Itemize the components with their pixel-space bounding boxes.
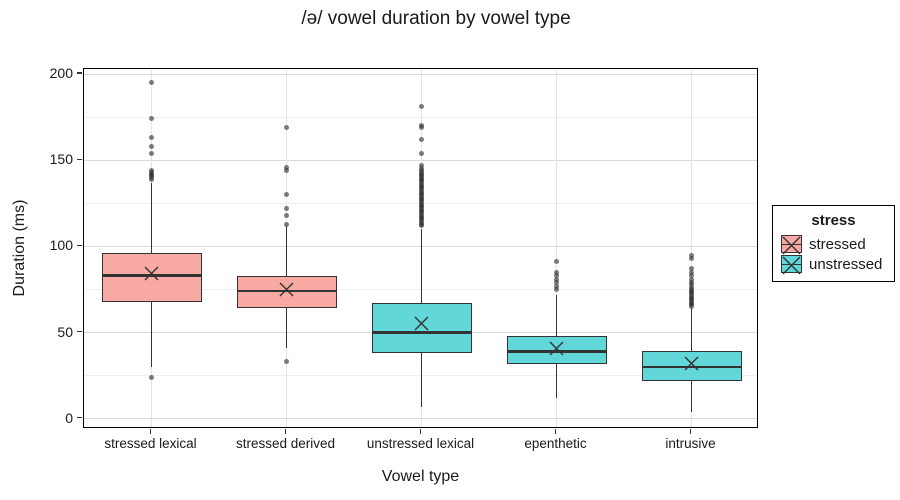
legend-item: stressed [773, 234, 894, 255]
legend: stress stressed unstressed [772, 205, 895, 282]
outlier-dot [284, 192, 289, 198]
gridline-major [84, 245, 757, 247]
y-tick-label: 50 [57, 323, 73, 340]
legend-items: stressed unstressed [773, 234, 894, 275]
x-axis-title: Vowel type [381, 468, 460, 485]
outlier-dot [419, 223, 424, 229]
outlier-dot [689, 269, 694, 275]
outlier-dot [689, 266, 694, 272]
outlier-dot [284, 221, 289, 227]
y-tick-mark [77, 158, 82, 161]
y-tick-mark [77, 244, 82, 247]
gridline-major [84, 418, 757, 420]
x-tick-mark [284, 429, 287, 434]
gridline-major [84, 159, 757, 161]
box-unstressed [506, 335, 607, 364]
outlier-dot [419, 125, 424, 131]
legend-item-label: unstressed [809, 255, 883, 273]
outlier-dot [284, 125, 289, 131]
x-tick-label: stressed derived [235, 436, 336, 451]
legend-item: unstressed [773, 254, 894, 275]
box-unstressed [371, 303, 472, 354]
outlier-dot [554, 276, 559, 282]
outlier-dot [554, 269, 559, 275]
outlier-dot [554, 280, 559, 286]
outlier-dot [689, 304, 694, 310]
x-tick-mark [689, 429, 692, 434]
outlier-dot [554, 283, 559, 289]
gridline-minor [84, 288, 757, 290]
outlier-dot [419, 150, 424, 156]
mean-x-marker [684, 356, 699, 376]
outlier-dot [689, 252, 694, 258]
outlier-dot [419, 162, 424, 168]
outlier-dot [284, 212, 289, 218]
outlier-dot [554, 273, 559, 279]
median-line [236, 289, 337, 293]
mean-x-marker [144, 266, 159, 286]
x-tick-mark [554, 429, 557, 434]
outlier-dot [689, 276, 694, 282]
outlier-dot [149, 150, 154, 156]
outlier-dot [284, 206, 289, 212]
median-line [506, 350, 607, 353]
y-tick-mark [77, 72, 82, 74]
outlier-dot [284, 164, 289, 170]
outlier-dot [149, 374, 154, 380]
median-line [371, 331, 472, 334]
outlier-dot [689, 281, 694, 287]
outlier-dot [149, 80, 154, 86]
outlier-dot [149, 176, 154, 182]
x-tick-mark [419, 429, 422, 434]
gridline-vertical [691, 69, 692, 427]
x-tick-label: unstressed lexical [366, 436, 475, 451]
mean-x-marker [279, 282, 294, 302]
outlier-dot [284, 359, 289, 365]
y-axis-title: Duration (ms) [11, 199, 28, 297]
outlier-dot [419, 137, 424, 143]
outlier-dot [284, 168, 289, 174]
x-tick-label: epenthetic [524, 436, 587, 451]
box-stressed [101, 253, 202, 302]
x-tick-label: intrusive [665, 436, 716, 451]
outlier-dot [689, 255, 694, 261]
legend-key-boxplot [781, 255, 802, 275]
y-tick-label: 150 [49, 151, 73, 168]
median-line [101, 274, 202, 277]
legend-key-median-line [782, 244, 801, 245]
outlier-dot [689, 273, 694, 279]
gridline-vertical [556, 69, 557, 427]
legend-item-label: stressed [809, 235, 866, 253]
mean-x-marker [549, 341, 564, 361]
gridline-minor [84, 375, 757, 377]
median-line [641, 365, 742, 369]
outlier-dot [419, 104, 424, 110]
y-tick-mark [77, 416, 82, 419]
y-tick-label: 200 [49, 65, 73, 82]
gridline-minor [84, 116, 757, 118]
y-tick-label: 0 [65, 409, 73, 426]
mean-x-marker [414, 316, 429, 336]
legend-key-median-line [782, 264, 801, 265]
legend-key-boxplot [781, 235, 802, 255]
y-tick-label: 100 [49, 237, 73, 254]
outlier-dot [149, 116, 154, 122]
x-tick-label: stressed lexical [104, 436, 197, 451]
y-tick-mark [77, 330, 82, 333]
outlier-dot [149, 144, 154, 149]
gridline-major [84, 73, 757, 75]
x-tick-mark [149, 429, 152, 434]
plot-panel [83, 68, 758, 428]
outlier-dot [554, 286, 559, 292]
outlier-dot [149, 135, 154, 141]
chart-title: /ə/ vowel duration by vowel type [301, 8, 571, 29]
outlier-dot [554, 259, 559, 265]
legend-title: stress [811, 212, 856, 229]
